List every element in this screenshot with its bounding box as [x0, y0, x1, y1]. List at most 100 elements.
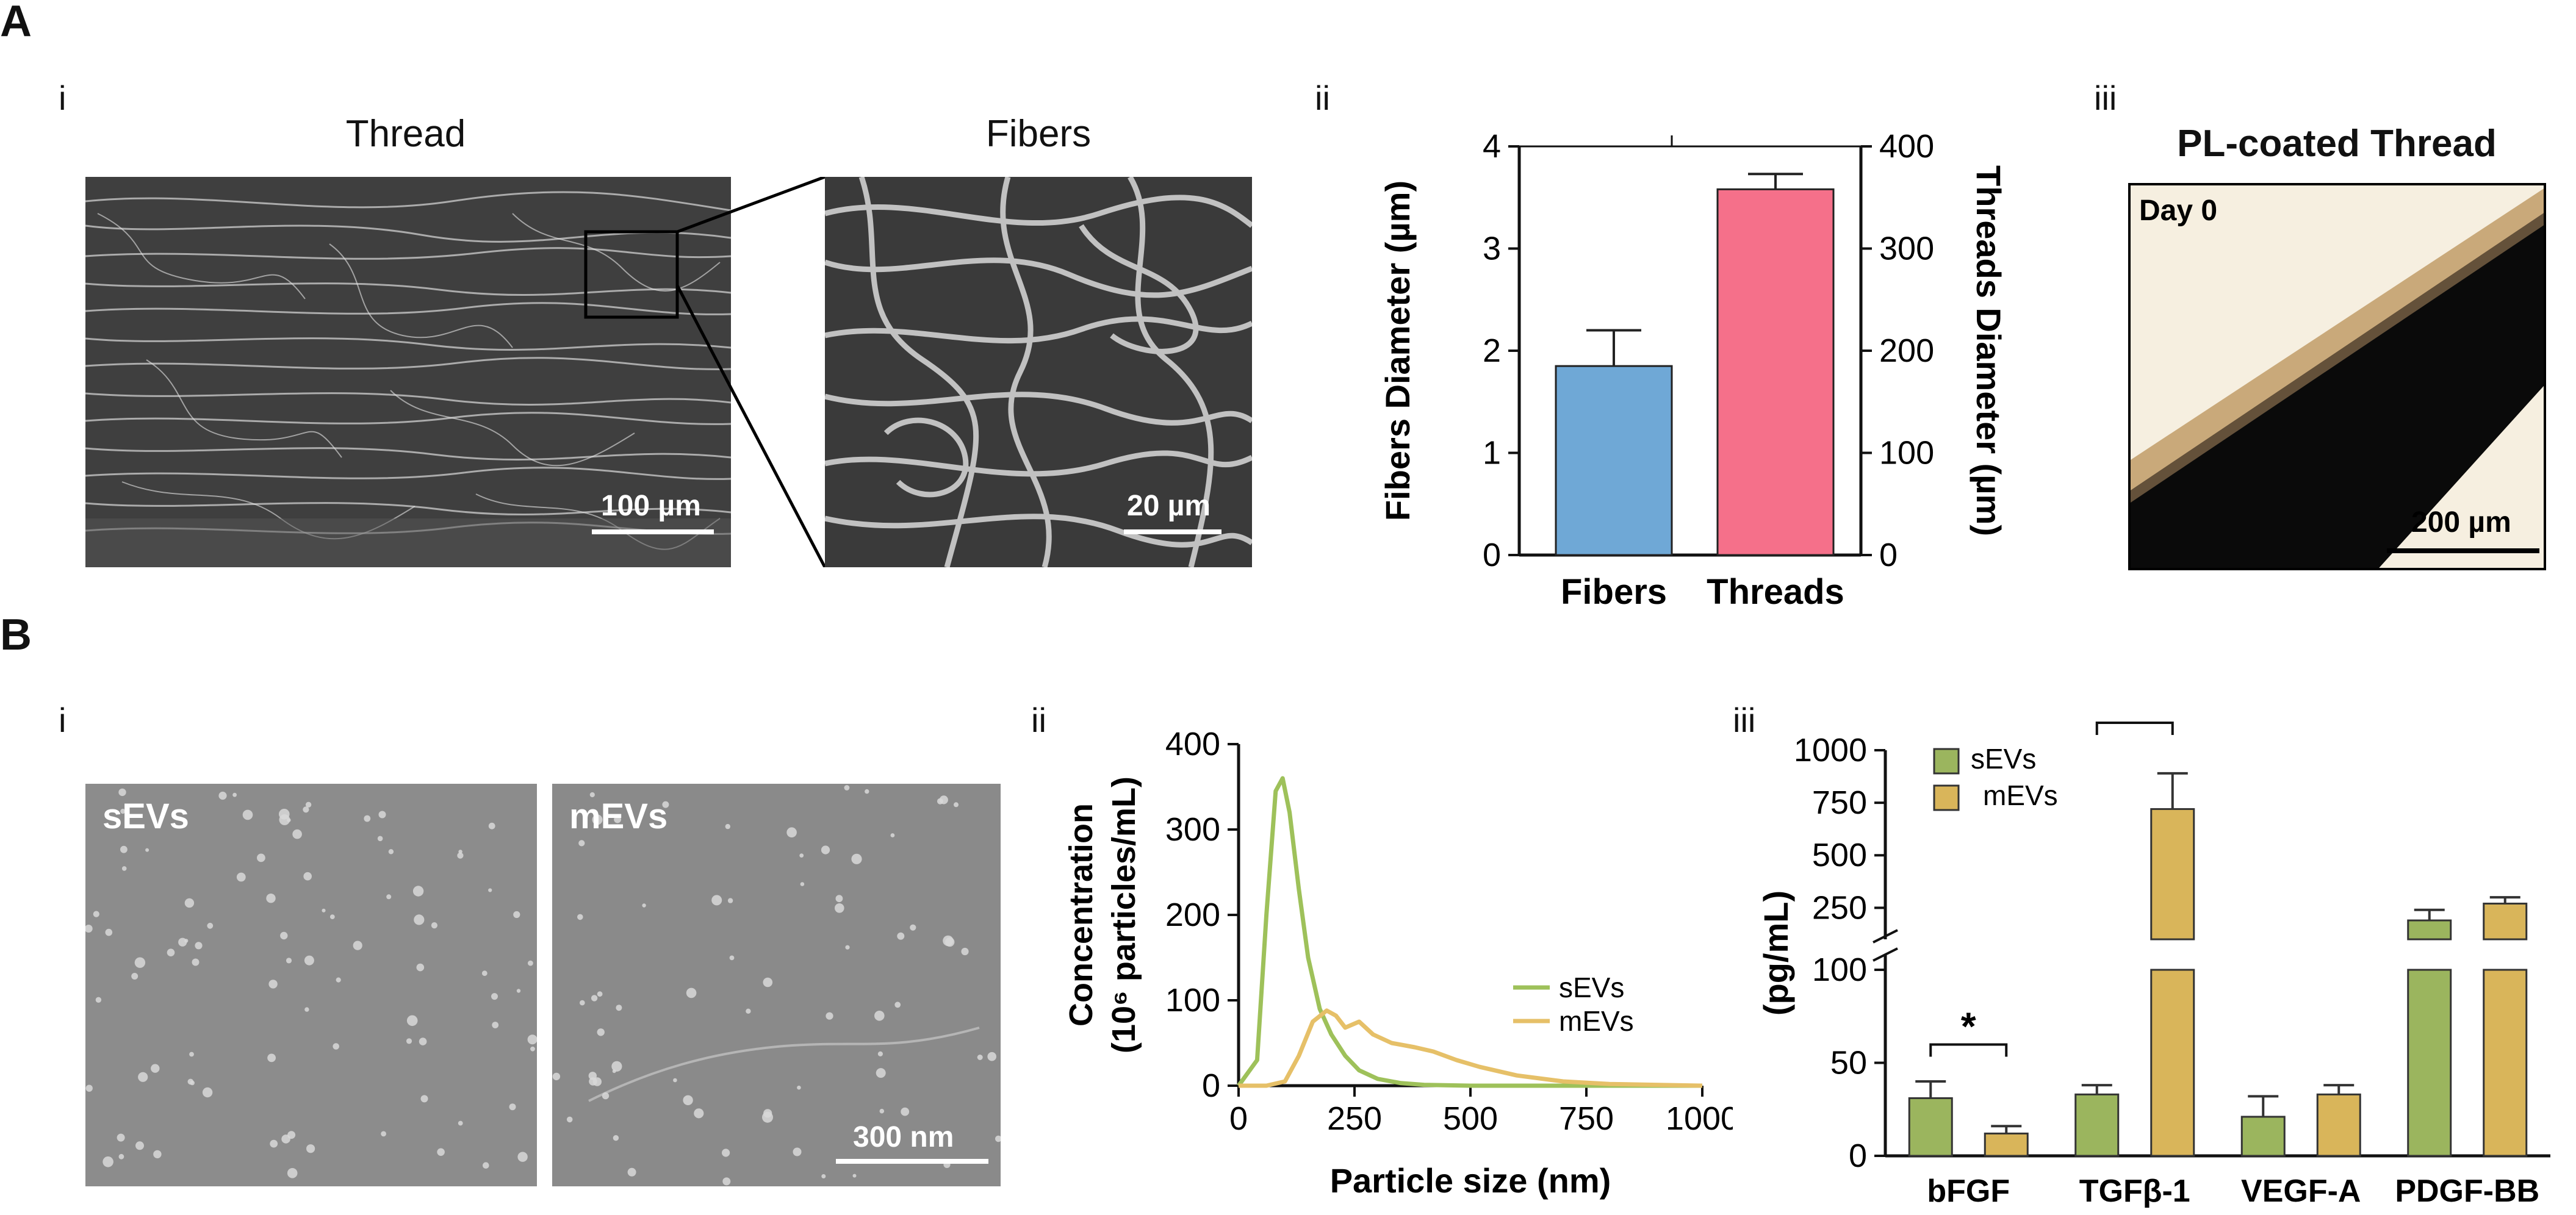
vesicle-dot [821, 1174, 826, 1178]
vesicle-dot [897, 932, 905, 940]
vesicle-dot [588, 1072, 597, 1080]
vesicle-dot [304, 1007, 309, 1012]
category-label: TGFβ-1 [2079, 1174, 2190, 1208]
significance-label: ** [2120, 720, 2150, 726]
fibers-scale-bar [1124, 529, 1221, 534]
vesicle-dot [120, 809, 126, 814]
vesicle-dot [305, 801, 312, 808]
fibers-texture [825, 177, 1252, 567]
panel-letter-a: A [0, 0, 32, 46]
vesicle-dot [336, 977, 341, 983]
y-tick-label-upper: 1000 [1794, 732, 1867, 769]
y-axis-label-line1: Concentration [1063, 803, 1099, 1027]
sublabel-b-iii: iii [1733, 701, 1756, 739]
vesicle-dot [578, 840, 585, 847]
series-line-sevs [1237, 776, 1702, 1088]
vesicle-dot [364, 815, 371, 822]
vesicle-dot [879, 1108, 885, 1114]
vesicle-dot [266, 894, 276, 903]
vesicle-dot [589, 792, 595, 798]
vesicle-dot [876, 1068, 886, 1078]
vesicle-dot [492, 1022, 499, 1028]
vesicle-dot [134, 957, 146, 968]
vesicle-dot [431, 922, 438, 929]
vesicle-dot [527, 1034, 537, 1045]
bar-sevs-lower [2407, 969, 2452, 1157]
vesicle-dot [580, 1000, 585, 1006]
sublabel-a-iii: iii [2094, 79, 2117, 117]
vesicle-dot [167, 948, 175, 956]
left-tick-label: 0 [1483, 537, 1501, 573]
chart-b-iii: 0 50 100 250 500 750 1000 bFGF TGFβ-1 VEGF-A PDGF-… [1757, 720, 2550, 1208]
axis-break-mark [1873, 929, 1898, 944]
vesicle-dot [826, 1012, 833, 1020]
vesicle-dot [270, 1139, 278, 1148]
vesicle-dot [961, 947, 969, 956]
vesicle-dot [954, 802, 959, 808]
vesicle-dot [673, 1078, 677, 1083]
bar-sevs [2240, 1116, 2286, 1157]
vesicle-dot [457, 852, 464, 859]
vesicle-dot [151, 1064, 160, 1073]
vesicle-dot [513, 911, 520, 919]
zoom-connector [677, 177, 827, 567]
vesicle-dot [267, 1053, 276, 1063]
y-tick-label-lower: 50 [1830, 1045, 1867, 1081]
vesicle-dot [416, 963, 425, 972]
vesicle-dot [481, 970, 487, 977]
chart-a-ii: 0 1 2 3 4 0 100 200 300 400 Fibers Threads Fibers Di… [1378, 128, 2008, 612]
vesicle-dot [131, 973, 139, 980]
bar-fibers [1555, 365, 1673, 556]
bar-mevs-upper [2150, 808, 2195, 941]
vesicle-dot [683, 1095, 693, 1105]
fibers-title: Fibers [985, 113, 1092, 155]
vesicle-dot [458, 1120, 463, 1126]
vesicle-dot [353, 941, 362, 950]
left-tick-label: 2 [1483, 332, 1501, 369]
vesicle-dot [530, 1046, 535, 1052]
vesicle-dot [939, 795, 948, 805]
legend-label-mevs: mEVs [1559, 1005, 1634, 1037]
y-tick-label-upper: 250 [1812, 889, 1867, 926]
bar-sevs [1908, 1097, 1953, 1157]
thread-title: Thread [345, 113, 466, 155]
vesicle-dot [414, 914, 425, 925]
left-tick-label: 1 [1483, 435, 1501, 471]
vesicle-dot [516, 989, 521, 993]
right-tick-label: 100 [1879, 435, 1934, 471]
vesicle-dot [852, 1174, 857, 1178]
vesicle-dot [286, 958, 292, 964]
vesicle-dot [120, 845, 128, 853]
vesicle-dot [722, 1149, 730, 1157]
vesicle-dot [877, 1051, 883, 1056]
day-label: Day 0 [2139, 195, 2218, 227]
vesicle-dot [894, 1002, 901, 1008]
vesicle-dot [799, 853, 804, 858]
thread-scale-label: 100 µm [601, 490, 701, 522]
vesicle-dot [377, 836, 383, 842]
vesicle-dot [662, 801, 669, 808]
vesicle-dot [93, 911, 99, 917]
vesicle-dot [987, 1052, 996, 1061]
vesicle-dot [821, 845, 830, 855]
y-tick-label-lower: 100 [1812, 952, 1867, 988]
y-axis-label: (pg/mL) [1757, 891, 1795, 1016]
vesicle-dot [381, 1131, 386, 1137]
y-tick-label: 300 [1165, 811, 1220, 848]
significance-bracket [2095, 722, 2174, 735]
mevs-sem-image: mEVs 300 nm [552, 784, 1001, 1186]
significance-label: * [1961, 1005, 1976, 1048]
vesicle-dot [135, 1141, 144, 1150]
sevs-sem-image: sEVs [85, 784, 537, 1186]
vesicle-dot [835, 895, 843, 903]
vesicle-dot [612, 1069, 616, 1073]
mevs-image-label: mEVs [569, 797, 668, 836]
vesicle-dot [145, 848, 149, 852]
vesicle-dot [591, 995, 598, 1002]
axis-break-mark [1873, 947, 1898, 962]
vesicle-dot [517, 1152, 528, 1162]
vesicle-dot [419, 1038, 427, 1045]
fibers-sem-image: 20 µm [825, 177, 1252, 567]
legend-label-sevs: sEVs [1971, 743, 2036, 775]
vesicle-dot [488, 888, 492, 892]
